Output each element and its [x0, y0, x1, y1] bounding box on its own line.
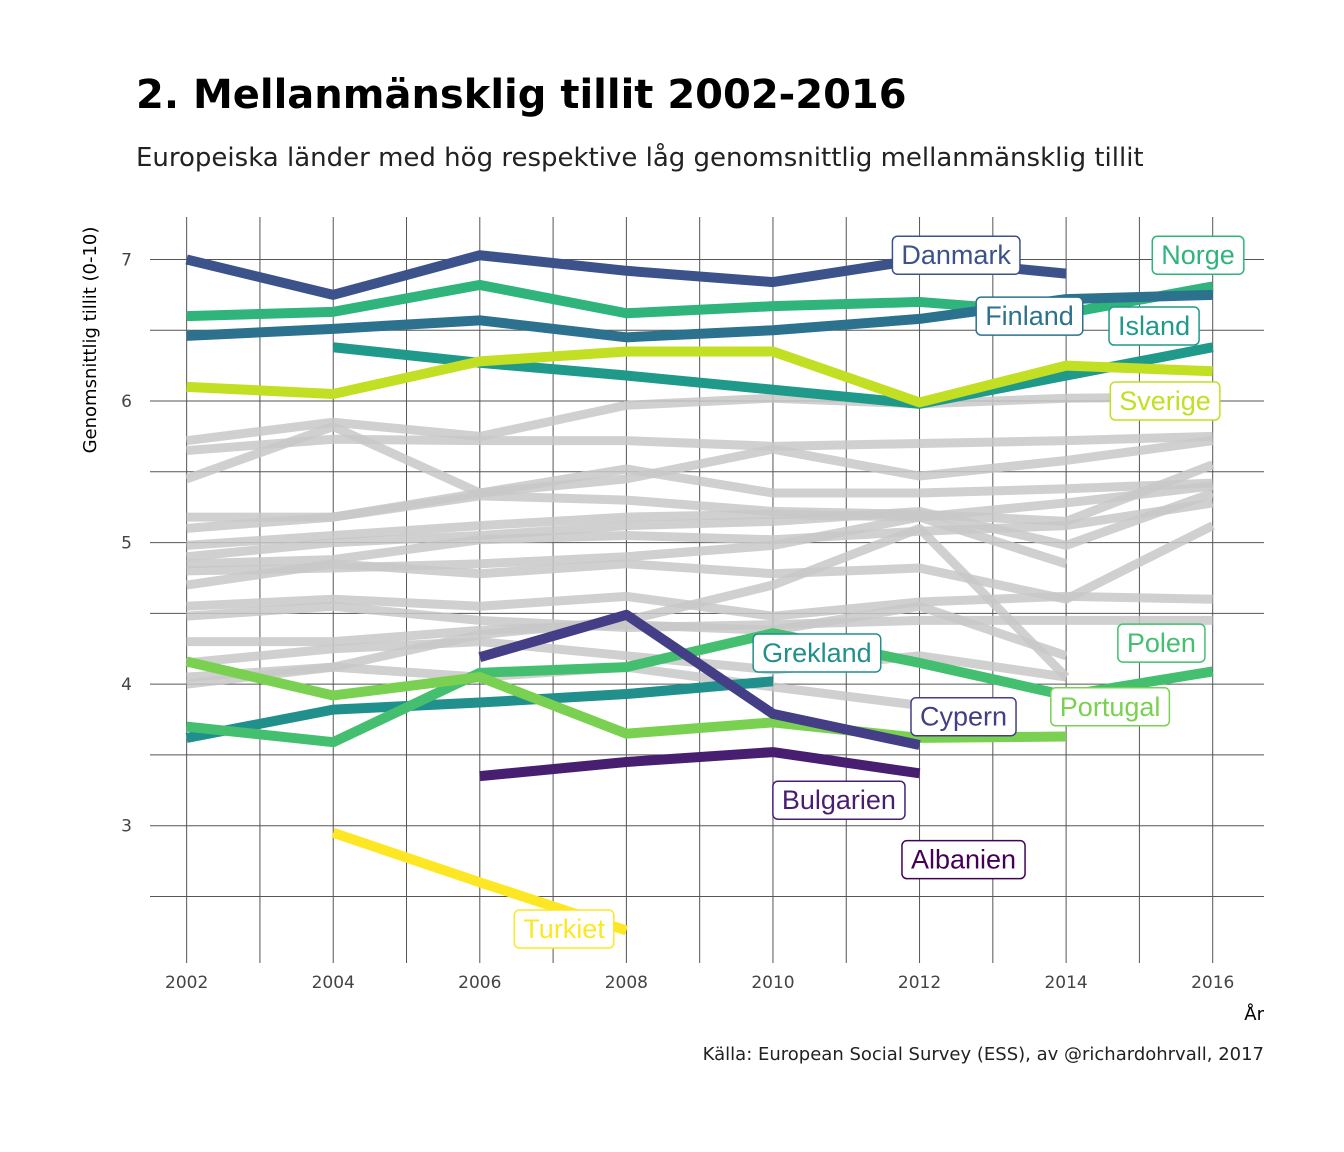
- series-line: [479, 747, 921, 782]
- country-label-text: Albanien: [911, 845, 1016, 875]
- x-tick-label: 2002: [165, 973, 208, 993]
- country-label-text: Sverige: [1119, 386, 1211, 416]
- country-label-box: [891, 235, 1021, 275]
- background-series-line: [186, 460, 1215, 533]
- country-label-text: Turkiet: [523, 914, 605, 944]
- country-label: Polen: [1117, 623, 1206, 663]
- background-series: [185, 392, 1215, 710]
- country-label: Turkiet: [513, 909, 615, 949]
- y-tick-label: 3: [121, 817, 132, 837]
- country-label: Island: [1108, 306, 1200, 346]
- axis-ticks: 2002 2004 2006 2008 2010 2012 2014 2016 3 4 5 6 7: [121, 250, 1234, 993]
- x-tick-label: 2012: [898, 973, 941, 993]
- country-label-box: [975, 296, 1084, 336]
- country-label: Cypern: [910, 696, 1017, 737]
- country-label: Portugal: [1050, 687, 1171, 727]
- background-series-line: [186, 488, 1215, 562]
- country-label-box: [901, 839, 1026, 880]
- country-label-text: Portugal: [1060, 692, 1161, 722]
- country-label: Bulgarien: [772, 780, 906, 820]
- country-label: Albanien: [901, 839, 1026, 880]
- background-series-line: [186, 637, 1067, 682]
- x-tick-label: 2014: [1044, 973, 1087, 993]
- country-label-box: [513, 909, 615, 949]
- x-axis-title: År: [1244, 1003, 1264, 1025]
- country-label-box: [1109, 381, 1221, 421]
- x-tick-label: 2006: [458, 973, 501, 993]
- country-label-text: Cypern: [920, 702, 1007, 732]
- chart-subtitle: Europeiska länder med hög respektive låg…: [136, 143, 1144, 173]
- country-label-text: Grekland: [762, 638, 872, 668]
- y-tick-label: 5: [121, 534, 132, 554]
- y-tick-label: 6: [121, 392, 132, 412]
- country-label: Finland: [975, 296, 1084, 336]
- country-label-text: Bulgarien: [782, 785, 896, 815]
- background-series-line: [185, 422, 1214, 498]
- background-series-line: [186, 498, 1214, 569]
- chart-caption: Källa: European Social Survey (ESS), av …: [702, 1044, 1264, 1065]
- series-line: [185, 656, 1067, 743]
- y-tick-label: 4: [121, 675, 132, 695]
- country-label-box: [772, 780, 906, 820]
- country-label-box: [1151, 235, 1245, 275]
- chart-title: 2. Mellanmänsklig tillit 2002-2016: [136, 72, 907, 118]
- country-label: Danmark: [891, 235, 1021, 275]
- highlighted-series: [185, 250, 1214, 936]
- y-axis-title: Genomsnittlig tillit (0-10): [80, 227, 101, 454]
- country-label-text: Danmark: [901, 240, 1011, 270]
- country-label: Grekland: [752, 633, 882, 673]
- x-tick-label: 2010: [751, 973, 794, 993]
- country-label-box: [1117, 623, 1206, 663]
- country-label-box: [752, 633, 882, 673]
- country-label-text: Island: [1118, 311, 1190, 341]
- series-line: [185, 676, 774, 743]
- series-line: [478, 609, 921, 750]
- country-label-box: [1050, 687, 1171, 727]
- country-label-text: Finland: [985, 301, 1074, 331]
- country-label-box: [910, 696, 1017, 737]
- x-tick-label: 2004: [312, 973, 355, 993]
- country-label-text: Norge: [1161, 240, 1235, 270]
- country-label: Sverige: [1109, 381, 1221, 421]
- background-series-line: [186, 481, 1214, 550]
- country-label: Norge: [1151, 235, 1245, 275]
- series-line: [186, 346, 1213, 408]
- country-labels: Danmark Norge Finland Island Sverige Grekland…: [513, 235, 1245, 949]
- x-tick-label: 2008: [605, 973, 648, 993]
- series-line: [186, 628, 1214, 748]
- x-tick-label: 2016: [1191, 973, 1234, 993]
- y-tick-label: 7: [121, 250, 132, 270]
- country-label-text: Polen: [1127, 628, 1196, 658]
- country-label-box: [1108, 306, 1200, 346]
- background-series-line: [186, 392, 1213, 446]
